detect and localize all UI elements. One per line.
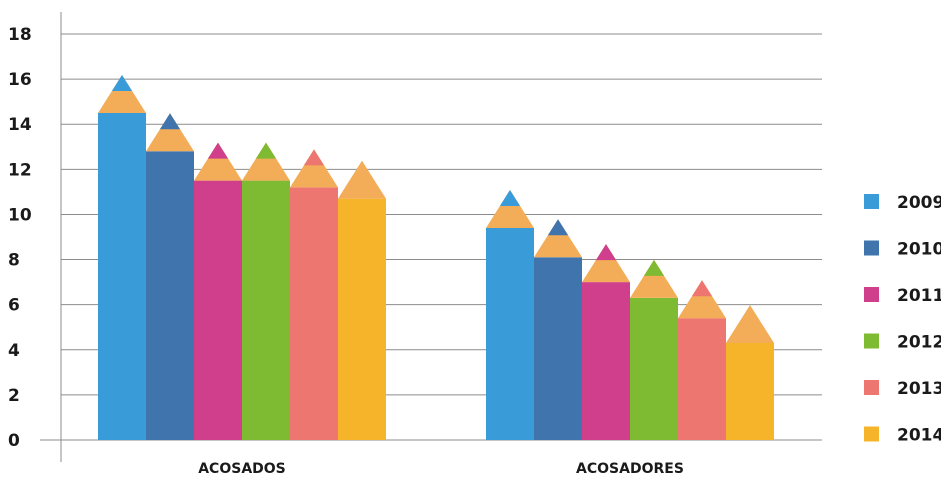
bar-acosadores-2009 <box>486 227 534 440</box>
category-labels: ACOSADOS ACOSADORES <box>198 461 684 477</box>
y-tick-label-6: 6 <box>8 296 20 316</box>
pencil-lead-acosados-2010 <box>159 113 181 130</box>
bar-acosadores-2011 <box>582 282 630 440</box>
legend-label-2011: 2011 <box>897 286 941 306</box>
bar-acosados-2012 <box>242 180 290 440</box>
y-tick-label-4: 4 <box>8 341 20 361</box>
pencil-lead-acosadores-2012 <box>643 259 665 276</box>
legend-label-2012: 2012 <box>897 333 941 353</box>
pencil-tip-acosadores-2013 <box>678 280 726 319</box>
bar-acosados-2014 <box>338 198 386 440</box>
legend-swatch-2011 <box>864 287 879 302</box>
category-label-acosadores: ACOSADORES <box>576 461 684 477</box>
pencil-tip-acosados-2014 <box>338 160 386 199</box>
legend-swatch-2009 <box>864 194 879 209</box>
bars <box>98 74 774 441</box>
pencil-lead-acosadores-2013 <box>691 280 713 297</box>
legend-swatch-2010 <box>864 240 879 256</box>
legend-swatch-2013 <box>864 380 879 395</box>
legend: 2009 2010 2011 2012 2013 2014 <box>864 193 941 446</box>
pencil-lead-acosadores-2010 <box>547 219 569 236</box>
pencil-lead-acosados-2011 <box>207 142 229 159</box>
legend-label-2013: 2013 <box>897 379 941 399</box>
legend-swatch-2012 <box>864 333 879 349</box>
y-tick-label-14: 14 <box>8 115 32 135</box>
y-tick-label-8: 8 <box>8 251 20 271</box>
bar-acosados-2013 <box>290 187 338 440</box>
pencil-lead-acosados-2009 <box>111 74 133 91</box>
pencil-tip-acosadores-2011 <box>582 244 630 283</box>
pencil-tip-acosados-2009 <box>98 74 146 113</box>
pencil-tip-acosados-2012 <box>242 142 290 181</box>
y-tick-label-10: 10 <box>8 205 32 225</box>
category-label-acosados: ACOSADOS <box>198 461 286 477</box>
legend-label-2010: 2010 <box>897 240 941 260</box>
pencil-tip-acosados-2011 <box>194 142 242 181</box>
pencil-tip-acosados-2013 <box>290 149 338 188</box>
pencil-tip-acosadores-2009 <box>486 189 534 228</box>
pencil-lead-acosados-2012 <box>255 142 277 159</box>
pencil-tip-acosadores-2014 <box>726 305 774 344</box>
pencil-lead-acosados-2013 <box>303 149 325 166</box>
bar-acosados-2009 <box>98 112 146 440</box>
y-tick-label-2: 2 <box>8 386 20 406</box>
y-tick-label-12: 12 <box>8 160 32 180</box>
bar-acosados-2011 <box>194 180 242 440</box>
pencil-lead-acosadores-2011 <box>595 244 617 261</box>
pencil-lead-acosadores-2009 <box>499 189 521 206</box>
pencil-tip-acosadores-2012 <box>630 259 678 298</box>
bar-acosados-2010 <box>146 151 194 441</box>
legend-label-2014: 2014 <box>897 426 941 446</box>
y-tick-label-18: 18 <box>8 25 32 45</box>
legend-label-2009: 2009 <box>897 193 941 213</box>
bar-acosadores-2010 <box>534 257 582 440</box>
pencil-tip-acosadores-2010 <box>534 219 582 258</box>
bar-acosadores-2014 <box>726 343 774 440</box>
pencil-tip-acosados-2010 <box>146 113 194 152</box>
bar-acosadores-2012 <box>630 297 678 440</box>
bar-acosadores-2013 <box>678 318 726 440</box>
y-tick-label-0: 0 <box>8 431 20 451</box>
y-axis-ticks: 0 2 4 6 8 10 12 14 16 18 <box>8 25 32 451</box>
legend-swatch-2014 <box>864 426 879 442</box>
y-tick-label-16: 16 <box>8 70 32 90</box>
